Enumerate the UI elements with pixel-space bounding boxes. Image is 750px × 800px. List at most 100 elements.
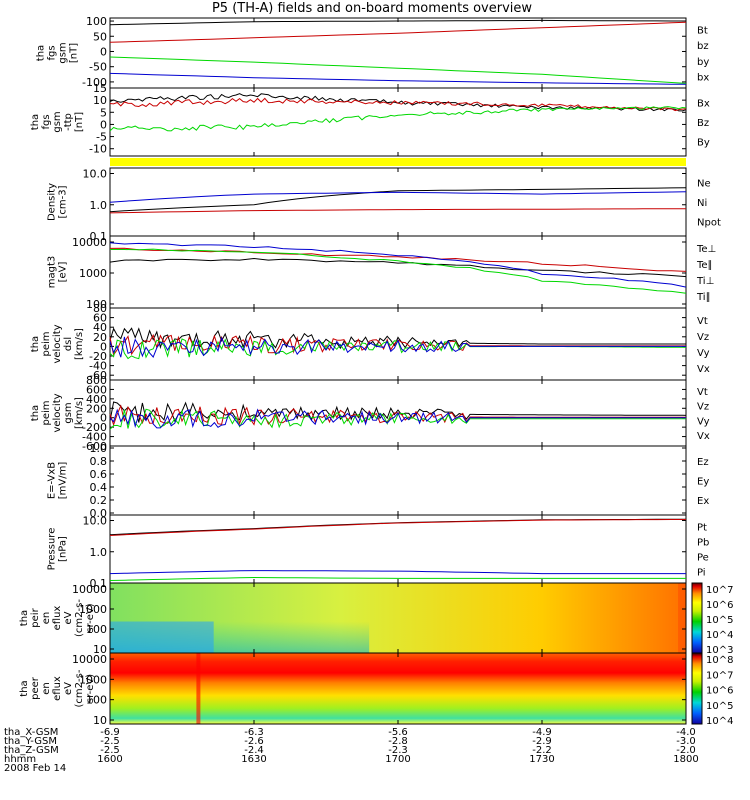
y-tick-label: 0.4 [90, 481, 108, 494]
legend-entry: Vt [697, 316, 708, 327]
y-tick-label: 1000 [79, 673, 107, 686]
colorbar-label: 10^6 [706, 686, 733, 697]
series-line-Te⊥ [109, 247, 687, 272]
legend-entry: Ne [697, 179, 711, 190]
legend-entry: Bt [697, 26, 708, 37]
colorbar-label: 10^7 [706, 670, 733, 681]
panel-fgs1: 100 50 0 -50 -100 tha fgs gsm [nT] Bt bz by bx [36, 15, 710, 89]
y-tick-label: -600 [82, 440, 107, 453]
panel-frame [109, 445, 687, 516]
y-tick-label: -200 [82, 421, 107, 434]
y-axis-label: en [41, 682, 52, 695]
orbit-value: -3.0 [676, 736, 696, 747]
y-axis-label: tha [30, 405, 41, 421]
orbit-value: -2.5 [100, 745, 120, 756]
series-line-bz [109, 21, 687, 43]
y-axis-label: tha [19, 610, 30, 626]
legend-entry: Vx [697, 364, 710, 375]
y-tick-label: 10000 [72, 583, 107, 596]
legend-entry: Vx [697, 431, 710, 442]
y-axis-label: eV [63, 611, 74, 624]
y-axis-label: peim [41, 331, 52, 356]
panel-press: 10.0 1.0 0.1 Pressure [nPa] Pt Pb Pe Pi [47, 514, 709, 590]
series-line-Npot [109, 191, 687, 203]
series-line-Ti∥ [110, 248, 687, 294]
y-tick-label: 800 [86, 374, 107, 387]
y-axis-label: sr-eV) [85, 603, 96, 632]
series-line-Bt [109, 19, 686, 26]
y-tick-label: 50 [93, 30, 107, 43]
y-axis-label: eV [63, 682, 74, 695]
y-tick-label: 0.1 [90, 230, 108, 243]
y-axis-label: -ttp [63, 113, 74, 131]
legend-entry: bz [697, 41, 709, 52]
y-tick-label: 5 [100, 106, 107, 119]
y-axis-label: [eV] [58, 262, 69, 283]
orbit-value: 1730 [529, 754, 554, 765]
y-axis-label: velocity [52, 324, 63, 363]
colorbar [691, 582, 703, 654]
series-line-Vy [109, 338, 687, 360]
y-tick-label: 100 [86, 694, 107, 707]
y-tick-label: 1000 [79, 603, 107, 616]
y-tick-label: 20 [93, 331, 107, 344]
y-axis-label: (cm2-s- [74, 669, 85, 707]
y-tick-label: 0.8 [90, 455, 108, 468]
orbit-value: -4.0 [676, 727, 696, 738]
y-tick-label: 200 [86, 402, 107, 415]
y-tick-label: 10000 [72, 653, 107, 666]
y-axis-label: Pressure [47, 528, 58, 571]
colorbar-label: 10^7 [706, 585, 733, 596]
legend-entry: Vz [697, 332, 709, 343]
y-axis-label: fgs [41, 114, 52, 129]
y-tick-label: 80 [93, 302, 107, 315]
orbit-value: -2.5 [100, 736, 120, 747]
colorbar-label: 10^8 [706, 655, 733, 666]
panel-spec1: 10000 1000 100 10 tha peir en eflux eV (cm2-s-sr-… [19, 582, 733, 656]
y-tick-label: -50 [89, 61, 107, 74]
series-line-Bx [109, 93, 687, 112]
y-axis-label: en [41, 612, 52, 625]
legend-entry: Vy [697, 416, 710, 427]
orbit-value: -6.9 [100, 727, 120, 738]
y-axis-label: dsl [63, 337, 74, 351]
orbit-value: -2.8 [388, 736, 408, 747]
legend-entry: Pi [697, 568, 706, 579]
yellow-status-bar [110, 158, 686, 166]
orbit-value: 1600 [97, 754, 122, 765]
series-line-Vx [109, 336, 686, 358]
orbit-value: -6.3 [244, 727, 264, 738]
legend-entry: Ey [697, 477, 709, 488]
y-tick-label: 100 [86, 298, 107, 311]
y-axis-label: magt3 [47, 256, 58, 289]
legend-entry: Ni [697, 198, 707, 209]
y-tick-label: -100 [82, 76, 107, 89]
y-tick-label: 10 [93, 94, 107, 107]
series-line-Te∥ [109, 257, 687, 278]
legend-entry: Ti∥ [696, 292, 711, 303]
series-line-Bz [109, 97, 687, 112]
spectrogram-ion-edge [678, 583, 686, 653]
legend-entry: Vt [697, 387, 708, 398]
y-axis-label: sr-eV) [85, 674, 96, 703]
y-tick-label: 10.0 [83, 515, 108, 528]
colorbar-label: 10^4 [706, 716, 733, 727]
orbit-value: 1630 [241, 754, 266, 765]
y-tick-label: 10000 [72, 236, 107, 249]
y-tick-label: -400 [82, 431, 107, 444]
figure-title: P5 (TH-A) fields and on-board moments ov… [212, 1, 532, 16]
colorbar-label: 10^5 [706, 615, 733, 626]
series-line-Vt [109, 401, 687, 423]
panel-efield: 1.00.80.60.40.20.0 E=-VxB [mV/m] Ez Ey Ex [47, 442, 710, 520]
y-axis-label: gsm [63, 402, 74, 423]
spectrogram-electron-streak [196, 653, 201, 724]
y-tick-label: 10.0 [83, 168, 108, 181]
legend-entry: Pt [697, 522, 707, 533]
series-line-Pb [109, 519, 686, 536]
y-tick-label: 0 [100, 412, 107, 425]
y-tick-label: -5 [96, 131, 107, 144]
